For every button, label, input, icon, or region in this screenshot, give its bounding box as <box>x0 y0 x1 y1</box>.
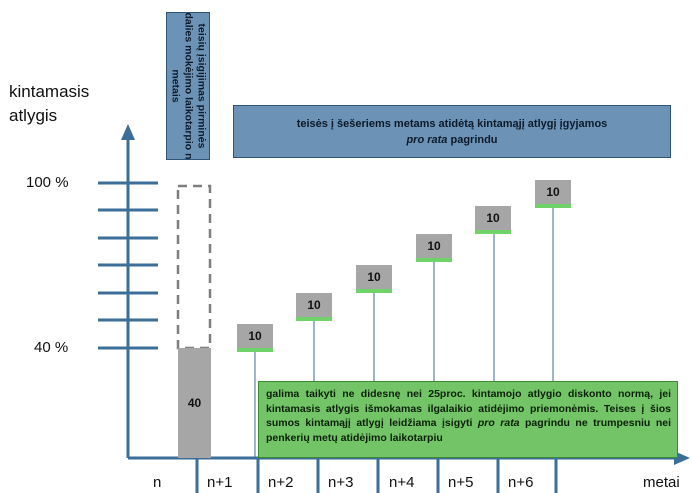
step-block: 10 <box>356 265 392 293</box>
y-axis-arrow <box>121 124 135 140</box>
x-tick-label: n+1 <box>207 474 233 491</box>
top-info-line1: teisės į šešeriems metams atidėtą kintam… <box>296 118 608 130</box>
x-tick-label: n+3 <box>328 474 354 491</box>
x-tick-label: n+4 <box>389 474 415 491</box>
x-axis-arrow <box>674 451 690 465</box>
green-info-box: galima taikyti ne didesnę nei 25proc. ki… <box>258 381 678 458</box>
top-info-line2: pro rata pagrindu <box>234 132 670 148</box>
top-info-italic: pro rata <box>406 134 448 146</box>
x-tick-label: n+6 <box>508 474 534 491</box>
x-tick-label: n+2 <box>268 474 294 491</box>
y-tick-100: 100 % <box>26 174 69 191</box>
green-info-part1: galima taikyti ne didesnę nei 25proc. ki… <box>266 388 671 429</box>
step-block: 10 <box>237 324 273 352</box>
first-bar-value: 40 <box>187 396 202 410</box>
step-block: 10 <box>535 180 571 208</box>
x-tick-label: n+5 <box>448 474 474 491</box>
y-tick-40: 40 % <box>34 339 69 356</box>
top-info-box: teisės į šešeriems metams atidėtą kintam… <box>233 105 671 158</box>
dashed-outline <box>176 184 212 350</box>
first-bar <box>178 348 211 458</box>
green-info-italic: pro rata <box>477 417 520 429</box>
step-block: 10 <box>416 234 452 262</box>
top-info-rest: pagrindu <box>447 134 498 146</box>
y-axis-label-line2: atlygis <box>9 106 58 125</box>
step-block: 10 <box>475 206 511 234</box>
x-axis-label: metai <box>643 474 680 491</box>
step-block: 10 <box>296 293 332 321</box>
green-info-part2: pagrindu ne trumpesniu nei penkerių metų… <box>266 417 672 444</box>
vertical-info-box: teisių įsigijimas pirminės dalies mokėji… <box>166 12 210 160</box>
x-axis-ticks <box>195 458 558 493</box>
vertical-info-text: teisių įsigijimas pirminės dalies mokėji… <box>169 12 208 160</box>
y-axis-label-line1: kintamasis <box>9 82 90 101</box>
y-axis-ticks <box>98 181 158 350</box>
x-tick-label: n <box>153 474 162 491</box>
